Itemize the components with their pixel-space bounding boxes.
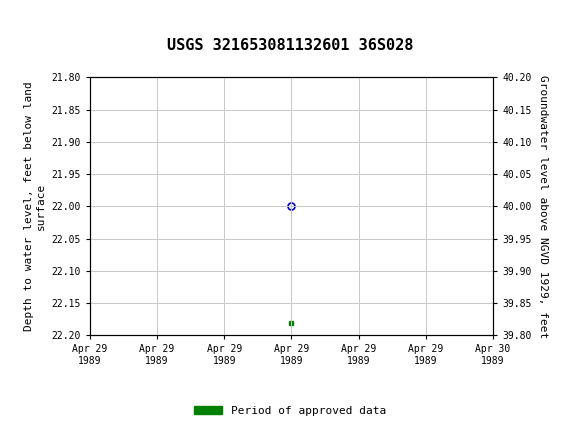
Text: USGS 321653081132601 36S028: USGS 321653081132601 36S028 <box>167 38 413 52</box>
Y-axis label: Groundwater level above NGVD 1929, feet: Groundwater level above NGVD 1929, feet <box>538 75 548 338</box>
Y-axis label: Depth to water level, feet below land
surface: Depth to water level, feet below land su… <box>24 82 46 331</box>
Text: ▒USGS: ▒USGS <box>9 9 55 26</box>
Legend: Period of approved data: Period of approved data <box>190 401 390 420</box>
